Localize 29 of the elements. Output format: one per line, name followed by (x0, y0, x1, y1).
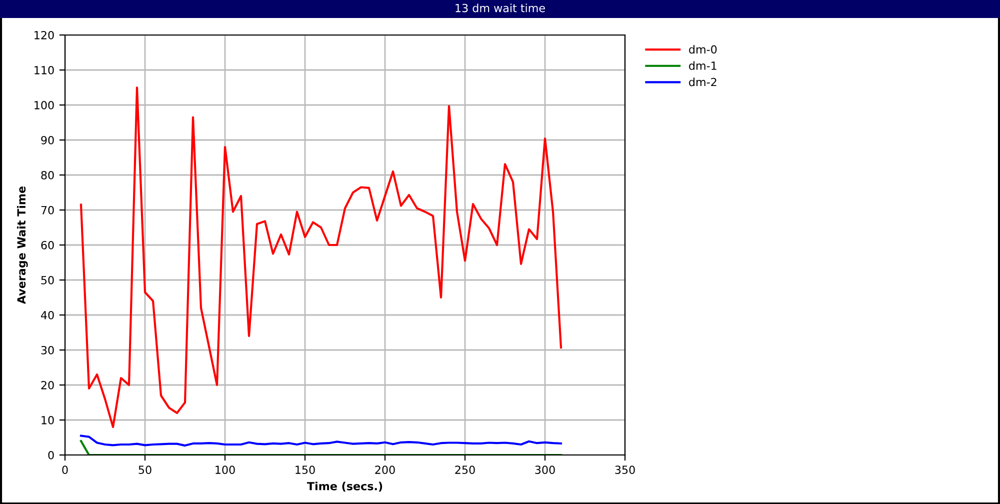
y-tick-label: 60 (41, 240, 54, 250)
legend-label: dm-0 (689, 45, 717, 54)
y-axis-title: Average Wait Time (16, 186, 28, 304)
y-tick-label: 50 (41, 276, 54, 284)
x-tick-label: 100 (216, 466, 235, 474)
y-tick-label: 10 (42, 416, 54, 424)
x-tick-label: 50 (138, 466, 152, 474)
x-tick-label: 350 (615, 466, 635, 474)
y-tick-label: 120 (34, 30, 54, 40)
chart-title: 13 dm wait time (456, 4, 545, 12)
x-tick-label: 300 (535, 466, 555, 474)
y-tick-label: 40 (40, 310, 54, 320)
legend-label: dm-2 (689, 78, 716, 86)
y-tick-label: 0 (48, 450, 54, 460)
line-series (80, 86, 562, 428)
y-tick-label: 110 (34, 66, 54, 74)
y-tick-label: 20 (41, 380, 54, 390)
y-tick-label: 70 (41, 206, 54, 214)
x-tick-label: 250 (455, 466, 475, 474)
y-tick-label: 80 (41, 170, 54, 180)
y-tick-label: 30 (41, 346, 54, 354)
line-series (80, 434, 562, 447)
x-axis-title: Time (secs.) (307, 482, 382, 492)
y-tick-label: 100 (34, 100, 54, 110)
x-tick-label: 200 (375, 466, 395, 474)
legend-label: dm-1 (689, 61, 716, 70)
y-tick-label: 90 (41, 136, 54, 144)
x-tick-label: 0 (62, 466, 68, 474)
x-tick-label: 150 (296, 466, 315, 474)
